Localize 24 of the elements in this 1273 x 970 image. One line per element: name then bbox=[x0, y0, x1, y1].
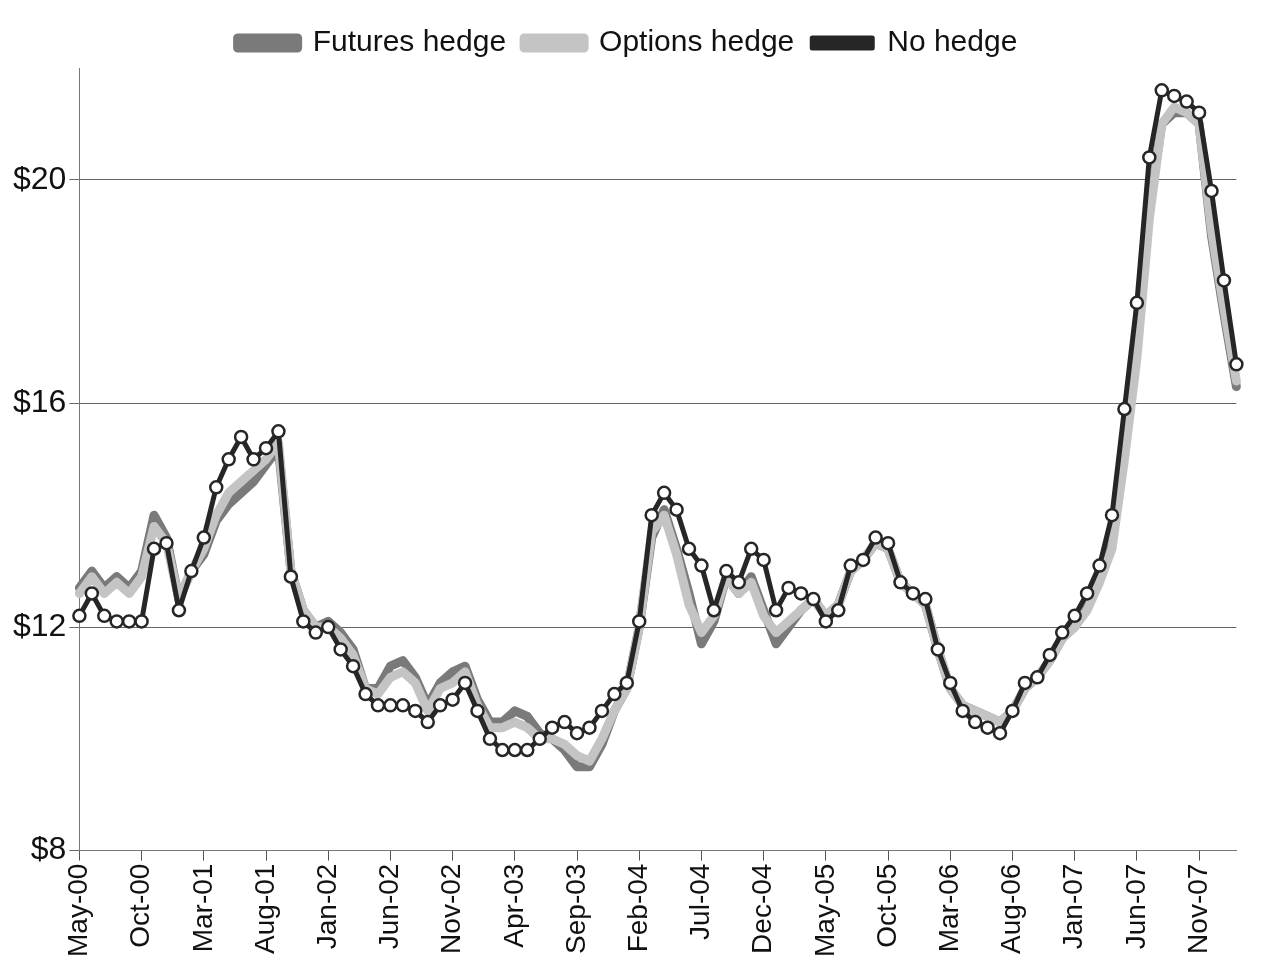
legend-label: Options hedge bbox=[599, 24, 795, 58]
x-tick-label: Nov-02 bbox=[435, 863, 467, 954]
y-tick-label: $20 bbox=[13, 159, 67, 196]
x-tick-label: Sep-03 bbox=[559, 863, 591, 954]
x-tick-label: Oct-05 bbox=[870, 863, 902, 948]
y-tick-label: $12 bbox=[13, 606, 67, 643]
x-tick-label: May-05 bbox=[808, 863, 840, 958]
x-tick-label: Nov-07 bbox=[1181, 863, 1213, 954]
x-tick-label: Apr-03 bbox=[497, 863, 529, 948]
x-tick-label: Jul-04 bbox=[684, 863, 716, 940]
x-tick-label: Aug-01 bbox=[248, 863, 280, 954]
x-tick-label: Jan-02 bbox=[310, 863, 342, 950]
x-tick-label: Aug-06 bbox=[995, 863, 1027, 954]
x-tick-label: Jun-02 bbox=[373, 863, 405, 950]
x-tick-label: Feb-04 bbox=[621, 863, 653, 953]
legend-label: Futures hedge bbox=[312, 24, 507, 58]
x-tick-label: Jan-07 bbox=[1057, 863, 1089, 950]
x-tick-label: Dec-04 bbox=[746, 863, 778, 954]
x-tick-label: Mar-01 bbox=[186, 863, 218, 953]
x-tick-label: Mar-06 bbox=[932, 863, 964, 953]
y-tick-label: $16 bbox=[13, 383, 67, 420]
legend-label: No hedge bbox=[887, 24, 1018, 58]
x-tick-label: Jun-07 bbox=[1119, 863, 1151, 950]
x-tick-label: Oct-00 bbox=[124, 863, 156, 948]
